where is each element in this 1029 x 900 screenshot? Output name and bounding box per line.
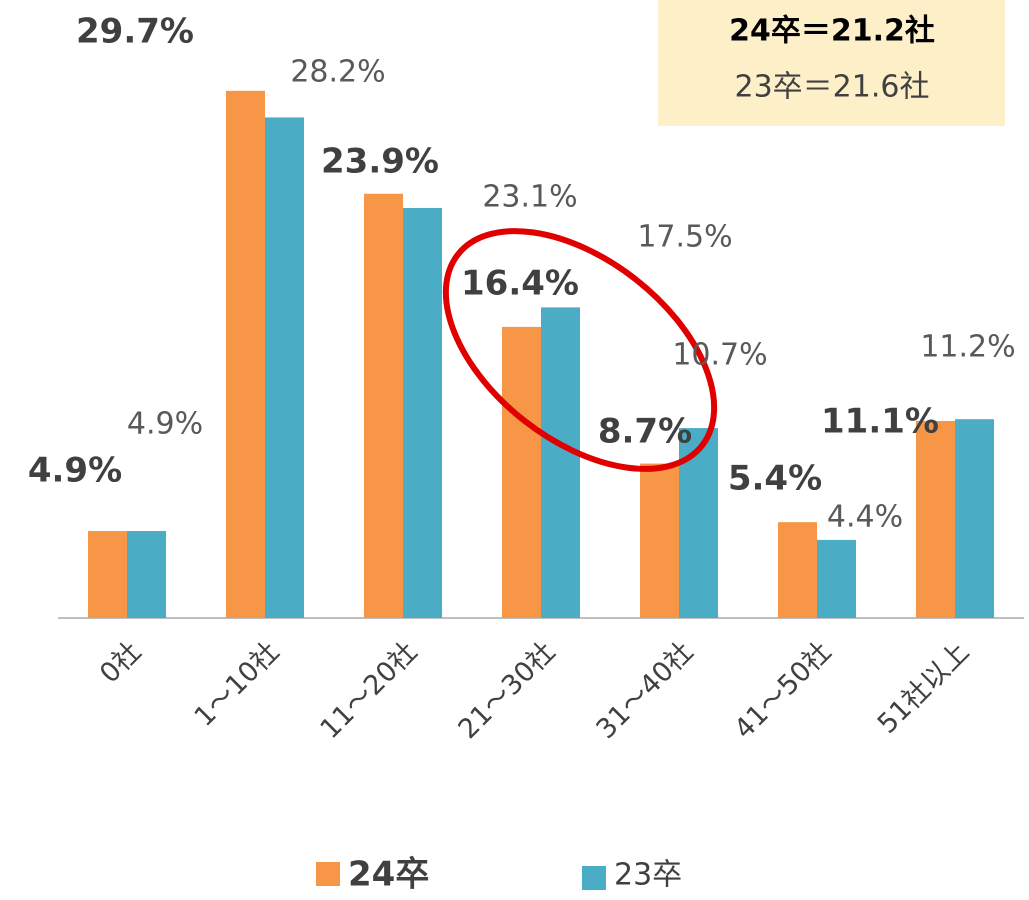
x-tick-label: 51社以上: [872, 636, 975, 739]
x-tick-label: 31～40社: [591, 636, 700, 745]
bar: [541, 307, 580, 618]
x-tick-label: 41～50社: [729, 636, 838, 745]
bar: [817, 539, 856, 618]
bar: [403, 207, 442, 618]
bar: [778, 522, 817, 618]
value-label: 4.9%: [127, 407, 203, 442]
x-tick-label: 21～30社: [453, 636, 562, 745]
bar: [127, 531, 166, 618]
bar: [88, 531, 127, 618]
legend-label: 24卒: [348, 855, 429, 895]
value-label: 23.9%: [321, 142, 439, 182]
value-label: 29.7%: [76, 12, 194, 52]
value-label: 17.5%: [637, 220, 732, 255]
summary-box: [658, 0, 1005, 126]
value-label: 8.7%: [598, 412, 692, 452]
highlight-ellipse: [442, 228, 718, 472]
bar: [226, 90, 265, 618]
bar: [640, 463, 679, 618]
bar: [265, 117, 304, 618]
bar: [502, 326, 541, 618]
annotation: 24卒＝21.2社: [729, 14, 935, 49]
bar: [364, 193, 403, 618]
value-label: 4.9%: [28, 451, 122, 491]
value-label: 11.1%: [821, 402, 939, 442]
bar: [916, 420, 955, 618]
legend-swatch: [582, 866, 606, 890]
value-label: 4.4%: [827, 500, 903, 535]
value-label: 10.7%: [672, 338, 767, 373]
value-label: 23.1%: [482, 180, 577, 215]
annotation: 23卒＝21.6社: [735, 70, 930, 105]
value-label: 28.2%: [290, 55, 385, 90]
x-tick-label: 11～20社: [315, 636, 424, 745]
value-label: 5.4%: [728, 459, 822, 499]
value-label: 11.2%: [920, 330, 1015, 365]
x-tick-label: 0社: [94, 636, 147, 689]
x-tick-label: 1～10社: [189, 636, 286, 733]
legend-swatch: [316, 862, 340, 886]
legend-label: 23卒: [614, 858, 682, 893]
value-label: 16.4%: [461, 264, 579, 304]
bar: [955, 419, 994, 618]
